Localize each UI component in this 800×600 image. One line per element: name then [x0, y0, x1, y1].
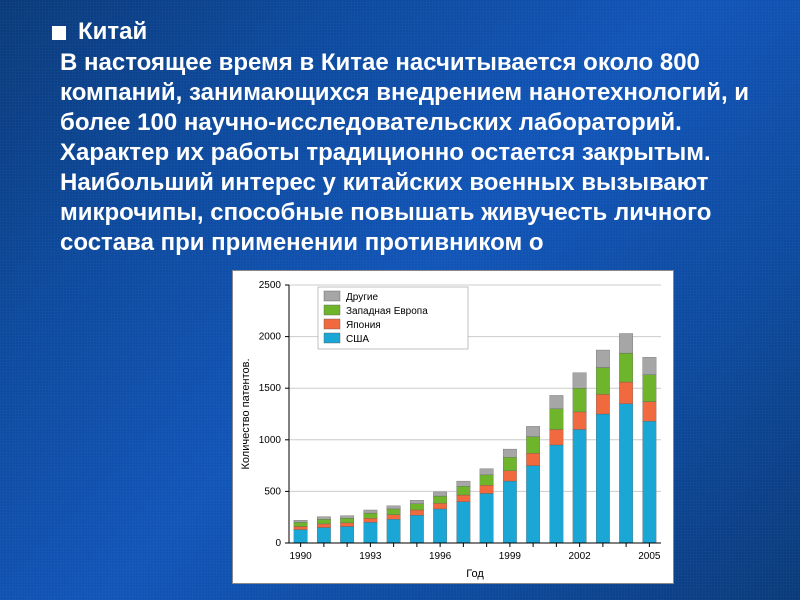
svg-text:Год: Год	[466, 568, 484, 580]
body-paragraph: В настоящее время в Китае насчитывается …	[60, 48, 760, 258]
svg-text:Япония: Япония	[346, 320, 381, 331]
content: Китай В настоящее время в Китае насчитыв…	[0, 0, 800, 258]
svg-text:1990: 1990	[290, 551, 313, 562]
chart-svg: 0 500 1000 1500 2000 2500 1990 1993 1996 1999 2002…	[233, 271, 673, 583]
svg-text:1993: 1993	[359, 551, 382, 562]
svg-text:Количество патентов.: Количество патентов.	[240, 359, 252, 470]
slide: Китай В настоящее время в Китае насчитыв…	[0, 0, 800, 600]
svg-text:Западная Европа: Западная Европа	[346, 306, 428, 317]
svg-text:500: 500	[264, 486, 281, 497]
svg-text:0: 0	[275, 538, 281, 549]
svg-text:2500: 2500	[259, 280, 282, 291]
svg-text:2005: 2005	[638, 551, 661, 562]
svg-text:Другие: Другие	[346, 292, 378, 303]
title-row: Китай	[52, 18, 770, 46]
slide-title: Китай	[78, 18, 147, 46]
svg-text:1996: 1996	[429, 551, 452, 562]
svg-text:1000: 1000	[259, 435, 282, 446]
svg-text:США: США	[346, 334, 369, 345]
svg-text:1999: 1999	[499, 551, 522, 562]
patents-chart: 0 500 1000 1500 2000 2500 1990 1993 1996 1999 2002…	[232, 270, 674, 584]
svg-text:2002: 2002	[569, 551, 592, 562]
bullet-square-icon	[52, 26, 66, 40]
svg-text:1500: 1500	[259, 383, 282, 394]
svg-text:2000: 2000	[259, 332, 282, 343]
